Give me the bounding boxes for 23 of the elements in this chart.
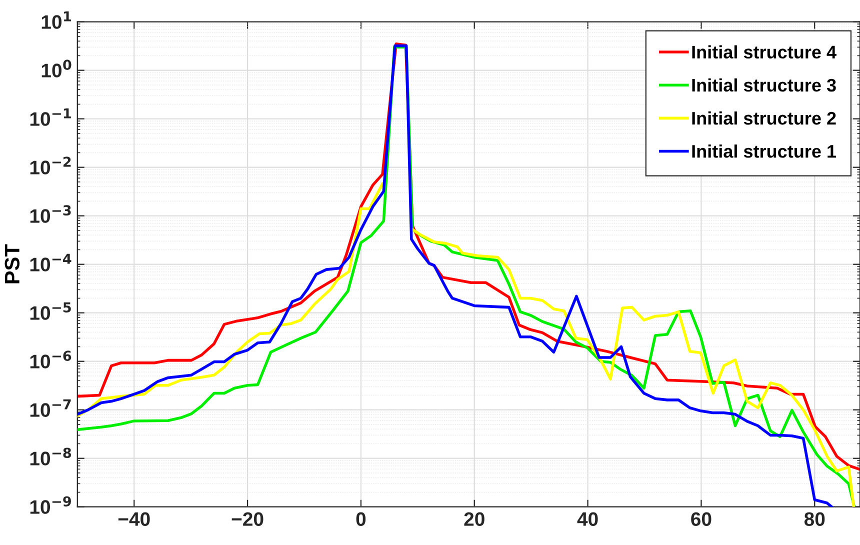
y-tick-label: 10$^{−7}$ xyxy=(30,399,71,417)
x-tick-label: −40 xyxy=(118,512,150,526)
y-tick-label: 10$^{−3}$ xyxy=(30,205,71,223)
y-axis-title: PST xyxy=(4,244,20,284)
y-tick-label: 10$^{0}$ xyxy=(42,60,72,78)
y-tick-label: 10$^{−2}$ xyxy=(30,156,71,174)
x-tick-label: 20 xyxy=(464,512,484,526)
y-tick-label: 10$^{−6}$ xyxy=(30,350,72,368)
legend-label: Initial structure 1 xyxy=(692,144,836,158)
x-tick-label: 0 xyxy=(356,512,366,526)
y-tick-label: 10$^{−4}$ xyxy=(30,254,72,272)
y-tick-label: 10$^{−9}$ xyxy=(30,496,71,514)
y-tick-label: 10$^{−5}$ xyxy=(30,302,71,320)
legend-label: Initial structure 2 xyxy=(692,111,836,125)
legend-label: Initial structure 3 xyxy=(692,78,836,92)
y-tick-label: 10$^{1}$ xyxy=(42,11,71,29)
x-tick-label: 60 xyxy=(691,512,712,526)
x-tick-label: −20 xyxy=(232,512,264,526)
y-tick-label: 10$^{−8}$ xyxy=(30,448,72,466)
legend-label: Initial structure 4 xyxy=(692,45,836,59)
x-tick-label: 40 xyxy=(577,512,598,526)
x-tick-label: 80 xyxy=(804,512,825,526)
y-tick-label: 10$^{−1}$ xyxy=(30,108,71,126)
